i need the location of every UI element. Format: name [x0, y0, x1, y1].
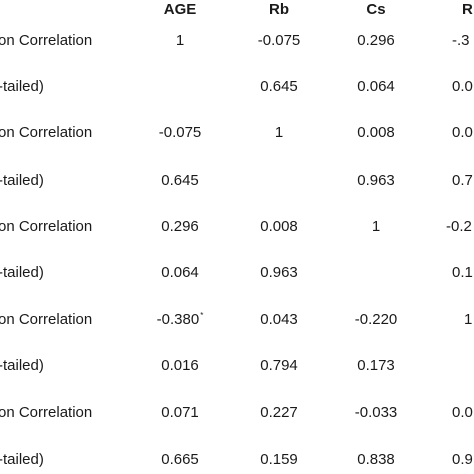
table-cell: 0.645	[260, 78, 298, 95]
table-cell-with-footnote: -0.380*	[157, 311, 204, 329]
table-cell: 0.043	[260, 311, 298, 328]
table-cell: -0.075	[158, 124, 202, 141]
table-cell: 0.0	[452, 404, 473, 421]
table-cell: 0.794	[260, 357, 298, 374]
column-header-age: AGE	[163, 1, 197, 18]
significance-marker: *	[200, 311, 204, 320]
table-cell: 0.227	[260, 404, 298, 421]
table-cell: 0.0	[452, 78, 473, 95]
table-cell: -.3	[452, 32, 470, 49]
table-cell: 1	[175, 32, 185, 49]
table-cell: 0.645	[161, 172, 199, 189]
table-cell: 0.296	[357, 32, 395, 49]
table-cell: 0.173	[357, 357, 395, 374]
row-label: -tailed)	[0, 264, 44, 281]
table-cell: 0.016	[161, 357, 199, 374]
row-label: -tailed)	[0, 451, 44, 468]
table-cell: 0.159	[260, 451, 298, 468]
table-cell: 0.064	[357, 78, 395, 95]
table-cell: 0.665	[161, 451, 199, 468]
table-cell: 0.963	[357, 172, 395, 189]
table-cell: 0.9	[452, 451, 473, 468]
row-label: on Correlation	[0, 404, 93, 421]
table-cell: -0.075	[257, 32, 301, 49]
table-cell: 1	[371, 218, 381, 235]
row-label: -tailed)	[0, 357, 44, 374]
row-label: on Correlation	[0, 32, 93, 49]
table-cell: 0.296	[161, 218, 199, 235]
table-cell: 0.963	[260, 264, 298, 281]
table-cell: -0.2	[446, 218, 472, 235]
row-label: on Correlation	[0, 311, 93, 328]
column-header-r: R	[462, 1, 473, 18]
table-cell: 0.0	[452, 124, 473, 141]
column-header-cs: Cs	[366, 1, 386, 18]
table-cell: 0.071	[161, 404, 199, 421]
table-cell: -0.220	[354, 311, 398, 328]
table-cell: 0.064	[161, 264, 199, 281]
row-label: on Correlation	[0, 124, 93, 141]
table-cell: 0.1	[452, 264, 473, 281]
column-header-rb: Rb	[269, 1, 289, 18]
table-cell: 1	[464, 311, 473, 328]
row-label: on Correlation	[0, 218, 93, 235]
table-cell: 1	[274, 124, 284, 141]
table-cell: 0.008	[260, 218, 298, 235]
row-label: -tailed)	[0, 172, 44, 189]
table-cell: 0.838	[357, 451, 395, 468]
table-cell: 0.008	[357, 124, 395, 141]
table-cell: 0.7	[452, 172, 473, 189]
table-cell: -0.033	[354, 404, 398, 421]
table-cell-value: -0.380	[156, 311, 200, 328]
row-label: -tailed)	[0, 78, 44, 95]
